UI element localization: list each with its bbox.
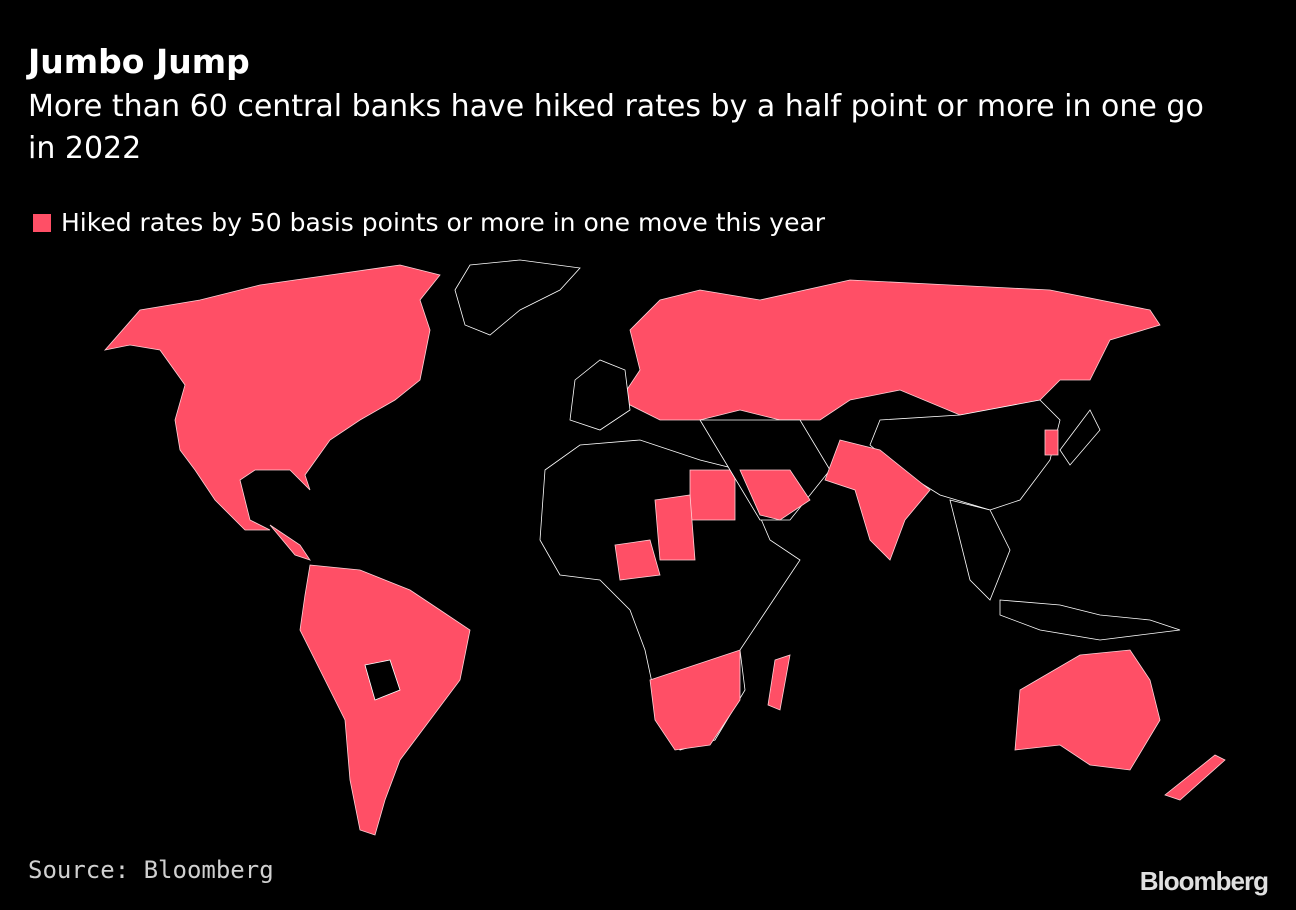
south-america	[299, 564, 471, 836]
north-america	[103, 264, 441, 531]
saudi-arabia	[739, 469, 811, 521]
title: Jumbo Jump	[28, 42, 250, 81]
chad	[654, 494, 696, 561]
legend-label: Hiked rates by 50 basis points or more i…	[61, 208, 826, 237]
legend: Hiked rates by 50 basis points or more i…	[33, 208, 825, 237]
south-korea	[1044, 429, 1059, 456]
southern-africa	[649, 649, 741, 751]
indonesia	[999, 599, 1181, 641]
india	[824, 439, 931, 561]
greenland	[454, 259, 581, 336]
legend-swatch	[33, 213, 51, 232]
new-zealand	[1164, 754, 1226, 801]
madagascar	[767, 654, 791, 711]
egypt	[689, 469, 736, 521]
subtitle: More than 60 central banks have hiked ra…	[28, 89, 1204, 166]
logo: Bloomberg	[1139, 866, 1269, 896]
source: Source: Bloomberg	[28, 856, 274, 884]
western-europe	[569, 359, 631, 431]
eurasia	[619, 279, 1161, 421]
nigeria	[614, 539, 661, 581]
japan	[1059, 409, 1101, 466]
southeast-asia	[949, 499, 1011, 601]
bolivia	[364, 659, 401, 701]
australia	[1014, 649, 1161, 771]
central-america	[269, 524, 311, 561]
